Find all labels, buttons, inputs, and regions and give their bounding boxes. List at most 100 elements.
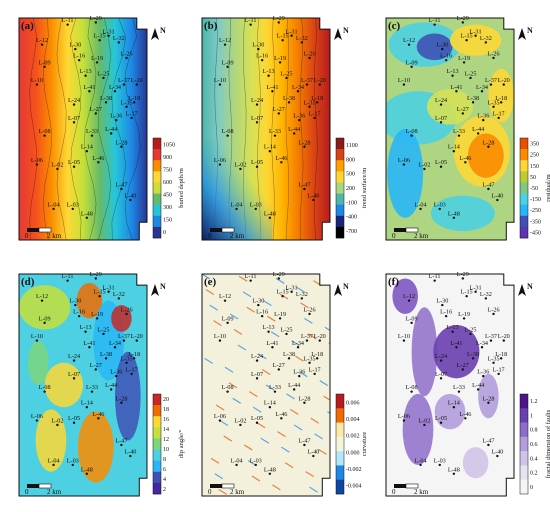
- colorbar-swatch: [520, 408, 528, 423]
- colorbar-tick-label: 0.2: [530, 471, 538, 477]
- well-marker: [451, 74, 454, 77]
- well-label: L-25: [464, 326, 476, 333]
- well-label: L-40: [307, 449, 319, 456]
- well-label: L-48: [448, 466, 460, 473]
- well-label: L-25: [280, 326, 292, 333]
- north-label: N: [527, 26, 533, 35]
- well-marker: [308, 361, 311, 364]
- well-label: L-13: [80, 324, 92, 331]
- well-marker: [305, 83, 309, 86]
- map-svg-a: (a) L-11 L-29 L-12 L-30 L-15 L-09 L-16 L-10 L-13 L…: [18, 15, 185, 241]
- colorbar-tick-label: 500: [346, 172, 355, 178]
- well-label: L-30: [436, 298, 448, 305]
- well-label: L-26: [121, 50, 133, 57]
- well-label: L-48: [448, 210, 460, 217]
- colorbar-tick-label: 20: [163, 397, 169, 403]
- well-marker: [255, 165, 259, 168]
- well-label: L-46: [275, 155, 287, 162]
- well-label: L-09: [39, 59, 51, 66]
- well-marker: [94, 21, 98, 24]
- well-label: L-10: [398, 77, 410, 84]
- well-label: L-34: [292, 84, 304, 91]
- well-label: L-47: [115, 437, 127, 444]
- well-label: L-41: [266, 340, 278, 347]
- well-label: L-09: [39, 315, 51, 322]
- well-marker: [135, 83, 138, 86]
- colorbar-swatch: [520, 479, 528, 495]
- well-label: L-14: [81, 144, 93, 151]
- well-marker: [71, 463, 74, 467]
- well-label: L-09: [406, 59, 418, 66]
- well-marker: [455, 90, 458, 93]
- colorbar-swatch: [153, 438, 161, 450]
- well-marker: [287, 357, 291, 360]
- well-label: L-14: [448, 144, 460, 151]
- well-label: L-06: [214, 413, 226, 420]
- colorbar-swatch: [336, 160, 344, 172]
- well-marker: [402, 163, 406, 166]
- colorbar-swatch: [336, 451, 344, 466]
- well-label: L-18: [495, 351, 507, 358]
- well-label: L-31: [286, 284, 298, 291]
- well-marker: [277, 112, 280, 115]
- colorbar-swatch: [520, 138, 528, 150]
- colorbar-tick-label: 0.002: [346, 434, 360, 440]
- well-marker: [280, 161, 283, 164]
- well-marker: [43, 134, 46, 137]
- well-marker: [277, 21, 280, 24]
- well-label: L-04: [48, 201, 60, 208]
- colorbar-swatch: [153, 427, 161, 439]
- well-label: L-31: [470, 28, 482, 35]
- well-marker: [502, 83, 505, 86]
- well-label: L-48: [81, 466, 93, 473]
- colorbar-swatch: [336, 226, 344, 239]
- scalebar-segment: [394, 228, 406, 232]
- well-label: L-07: [435, 115, 447, 122]
- well-marker: [298, 374, 301, 378]
- well-label: L-16: [256, 53, 268, 60]
- well-marker: [303, 145, 306, 148]
- well-marker: [402, 83, 406, 86]
- well-marker: [72, 165, 76, 168]
- north-label: N: [343, 282, 349, 291]
- well-marker: [66, 23, 69, 26]
- well-label: L-12: [219, 37, 231, 44]
- well-marker: [74, 47, 77, 51]
- well-marker: [280, 417, 283, 420]
- well-marker: [471, 101, 475, 104]
- colorbar-swatch: [336, 182, 344, 194]
- colorbar-swatch: [153, 171, 161, 183]
- well-label: L-15: [461, 289, 473, 296]
- colorbar-swatch: [336, 408, 344, 423]
- map-svg-e: (e) L-11 L-29 L-12 L-30 L-15 L-09 L-16 L-10 L-13 L…: [201, 271, 368, 497]
- well-marker: [271, 90, 274, 93]
- well-label: L-16: [73, 53, 85, 60]
- well-label: L-37: [485, 77, 497, 84]
- well-label: L-40: [124, 193, 136, 200]
- well-label: L-05: [435, 415, 447, 422]
- well-marker: [77, 314, 81, 318]
- well-marker: [439, 165, 443, 168]
- well-marker: [125, 312, 128, 316]
- well-label: L-13: [263, 324, 275, 331]
- well-marker: [218, 83, 222, 86]
- colorbar-tick-label: 1: [530, 413, 533, 419]
- scalebar-segment: [394, 484, 406, 488]
- well-label: L-18: [128, 95, 140, 102]
- colorbar-swatch: [520, 422, 528, 438]
- well-marker: [312, 198, 315, 202]
- colorbar-tick-label: 1050: [163, 142, 175, 148]
- well-label: L-16: [440, 309, 452, 316]
- colorbar-tick-label: 2: [163, 487, 166, 493]
- well-label: L-44: [288, 382, 300, 389]
- well-label: L-20: [314, 77, 326, 84]
- well-label: L-48: [81, 210, 93, 217]
- well-marker: [439, 421, 443, 424]
- well-label: L-15: [94, 289, 106, 296]
- well-label: L-18: [128, 351, 140, 358]
- colorbar-tick-label: -700: [346, 229, 357, 235]
- well-label: L-17: [126, 110, 138, 117]
- well-marker: [480, 90, 484, 93]
- scalebar-label-start: 0: [25, 232, 29, 240]
- well-marker: [500, 357, 503, 360]
